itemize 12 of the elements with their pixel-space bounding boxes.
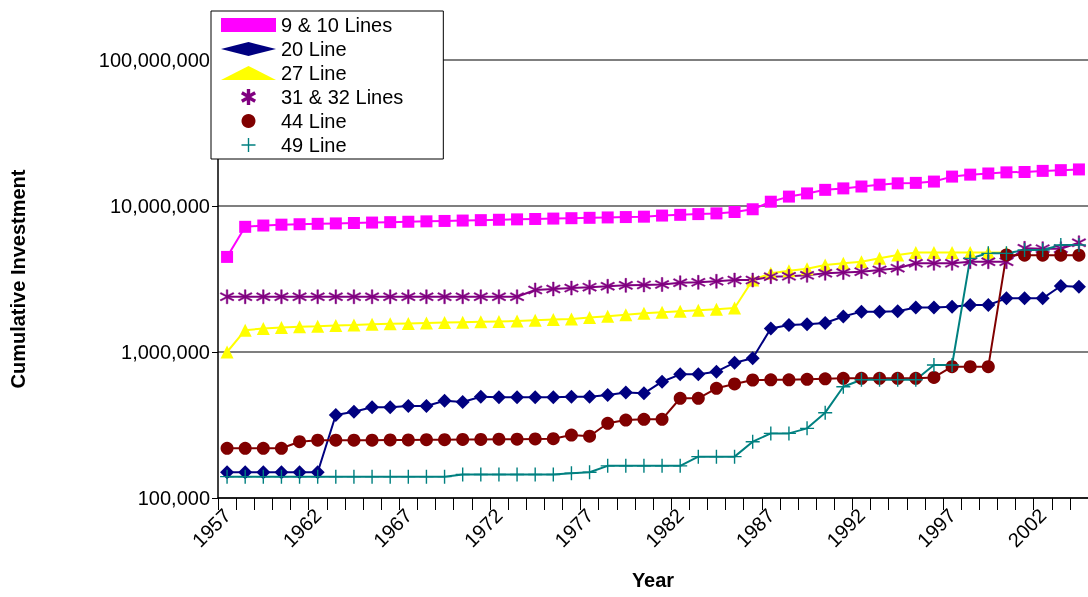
legend-label: 49 Line [281, 134, 347, 156]
y-tick-label: 100,000 [137, 487, 210, 509]
y-tick-label: 1,000,000 [121, 341, 210, 363]
legend-label: 20 Line [281, 38, 347, 60]
legend-label: 9 & 10 Lines [281, 14, 393, 36]
legend-label: 44 Line [281, 110, 347, 132]
x-axis-title: Year [631, 569, 675, 591]
y-axis-title: Cumulative Investment [7, 169, 29, 389]
y-tick-label: 100,000,000 [98, 49, 210, 71]
legend-label: 27 Line [281, 62, 347, 84]
legend-label: 31 & 32 Lines [281, 86, 404, 108]
y-tick-label: 10,000,000 [109, 195, 210, 217]
